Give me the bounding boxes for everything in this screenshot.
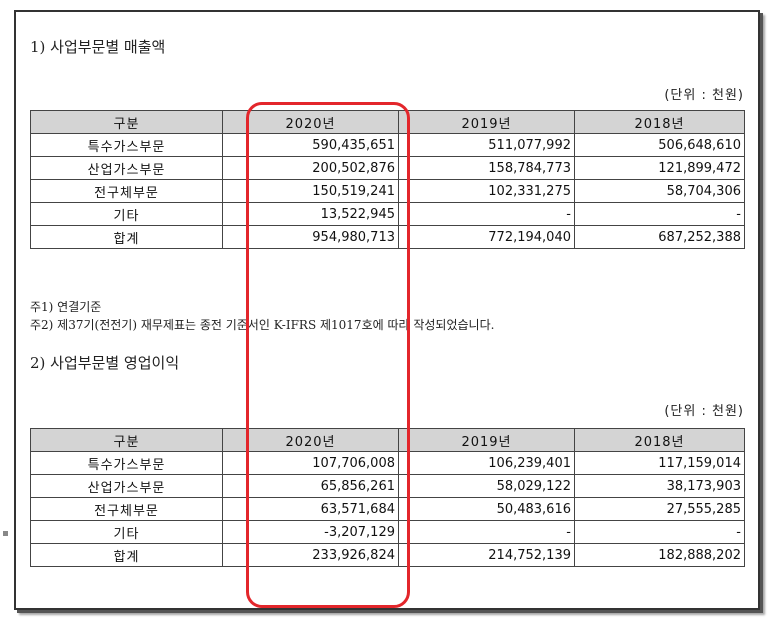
table-row: 산업가스부문 200,502,876 158,784,773 121,899,4… <box>30 156 745 180</box>
value-2018: 117,159,014 <box>574 451 745 475</box>
header-2020: 2020년 <box>222 428 399 452</box>
value-2019: 102,331,275 <box>398 179 575 203</box>
value-2020: 200,502,876 <box>222 156 399 180</box>
row-label: 기타 <box>30 202 223 226</box>
value-2019: 50,483,616 <box>398 497 575 521</box>
header-2018: 2018년 <box>574 428 745 452</box>
value-2019: - <box>398 202 575 226</box>
row-label: 기타 <box>30 520 223 544</box>
table-header-row: 구분 2020년 2019년 2018년 <box>30 428 745 452</box>
value-2020: 107,706,008 <box>222 451 399 475</box>
value-2018: 182,888,202 <box>574 543 745 567</box>
row-label: 전구체부문 <box>30 497 223 521</box>
value-2020: 590,435,651 <box>222 133 399 157</box>
value-2019: - <box>398 520 575 544</box>
table-row-total: 합계 233,926,824 214,752,139 182,888,202 <box>30 543 745 567</box>
table-row: 산업가스부문 65,856,261 58,029,122 38,173,903 <box>30 474 745 498</box>
section1-unit: (단위 : 천원) <box>664 88 744 103</box>
value-2020: 233,926,824 <box>222 543 399 567</box>
table-row: 기타 -3,207,129 - - <box>30 520 745 544</box>
sales-table: 구분 2020년 2019년 2018년 특수가스부문 590,435,651 … <box>30 110 745 249</box>
margin-marker <box>3 531 8 536</box>
header-2019: 2019년 <box>398 110 575 134</box>
table-header-row: 구분 2020년 2019년 2018년 <box>30 110 745 134</box>
value-2020: 150,519,241 <box>222 179 399 203</box>
row-label: 특수가스부문 <box>30 133 223 157</box>
section2-title: 2) 사업부문별 영업이익 <box>30 354 180 372</box>
table-row: 전구체부문 150,519,241 102,331,275 58,704,306 <box>30 179 745 203</box>
table-row: 전구체부문 63,571,684 50,483,616 27,555,285 <box>30 497 745 521</box>
value-2019: 58,029,122 <box>398 474 575 498</box>
value-2018: 506,648,610 <box>574 133 745 157</box>
table-row: 특수가스부문 107,706,008 106,239,401 117,159,0… <box>30 451 745 475</box>
value-2019: 772,194,040 <box>398 225 575 249</box>
header-2018: 2018년 <box>574 110 745 134</box>
value-2018: 38,173,903 <box>574 474 745 498</box>
note-2: 주2) 제37기(전전기) 재무제표는 종전 기준서인 K-IFRS 제1017… <box>30 318 495 332</box>
row-label: 산업가스부문 <box>30 156 223 180</box>
value-2019: 214,752,139 <box>398 543 575 567</box>
value-2020: 63,571,684 <box>222 497 399 521</box>
row-label: 합계 <box>30 225 223 249</box>
value-2018: 58,704,306 <box>574 179 745 203</box>
value-2019: 106,239,401 <box>398 451 575 475</box>
value-2020: 13,522,945 <box>222 202 399 226</box>
value-2018: - <box>574 520 745 544</box>
note-1: 주1) 연결기준 <box>30 300 102 314</box>
header-2019: 2019년 <box>398 428 575 452</box>
header-category: 구분 <box>30 110 223 134</box>
document-frame: 1) 사업부문별 매출액 (단위 : 천원) 구분 2020년 2019년 20… <box>14 10 760 610</box>
header-2020: 2020년 <box>222 110 399 134</box>
value-2019: 511,077,992 <box>398 133 575 157</box>
row-label: 전구체부문 <box>30 179 223 203</box>
section2-unit: (단위 : 천원) <box>664 404 744 419</box>
table-row-total: 합계 954,980,713 772,194,040 687,252,388 <box>30 225 745 249</box>
operating-profit-table: 구분 2020년 2019년 2018년 특수가스부문 107,706,008 … <box>30 428 745 567</box>
table-row: 특수가스부문 590,435,651 511,077,992 506,648,6… <box>30 133 745 157</box>
value-2018: 121,899,472 <box>574 156 745 180</box>
value-2018: 27,555,285 <box>574 497 745 521</box>
row-label: 합계 <box>30 543 223 567</box>
header-category: 구분 <box>30 428 223 452</box>
value-2020: 954,980,713 <box>222 225 399 249</box>
row-label: 특수가스부문 <box>30 451 223 475</box>
value-2020: -3,207,129 <box>222 520 399 544</box>
value-2018: 687,252,388 <box>574 225 745 249</box>
row-label: 산업가스부문 <box>30 474 223 498</box>
table-row: 기타 13,522,945 - - <box>30 202 745 226</box>
value-2019: 158,784,773 <box>398 156 575 180</box>
value-2020: 65,856,261 <box>222 474 399 498</box>
section1-title: 1) 사업부문별 매출액 <box>30 38 166 56</box>
footnotes: 주1) 연결기준 주2) 제37기(전전기) 재무제표는 종전 기준서인 K-I… <box>30 298 494 334</box>
value-2018: - <box>574 202 745 226</box>
